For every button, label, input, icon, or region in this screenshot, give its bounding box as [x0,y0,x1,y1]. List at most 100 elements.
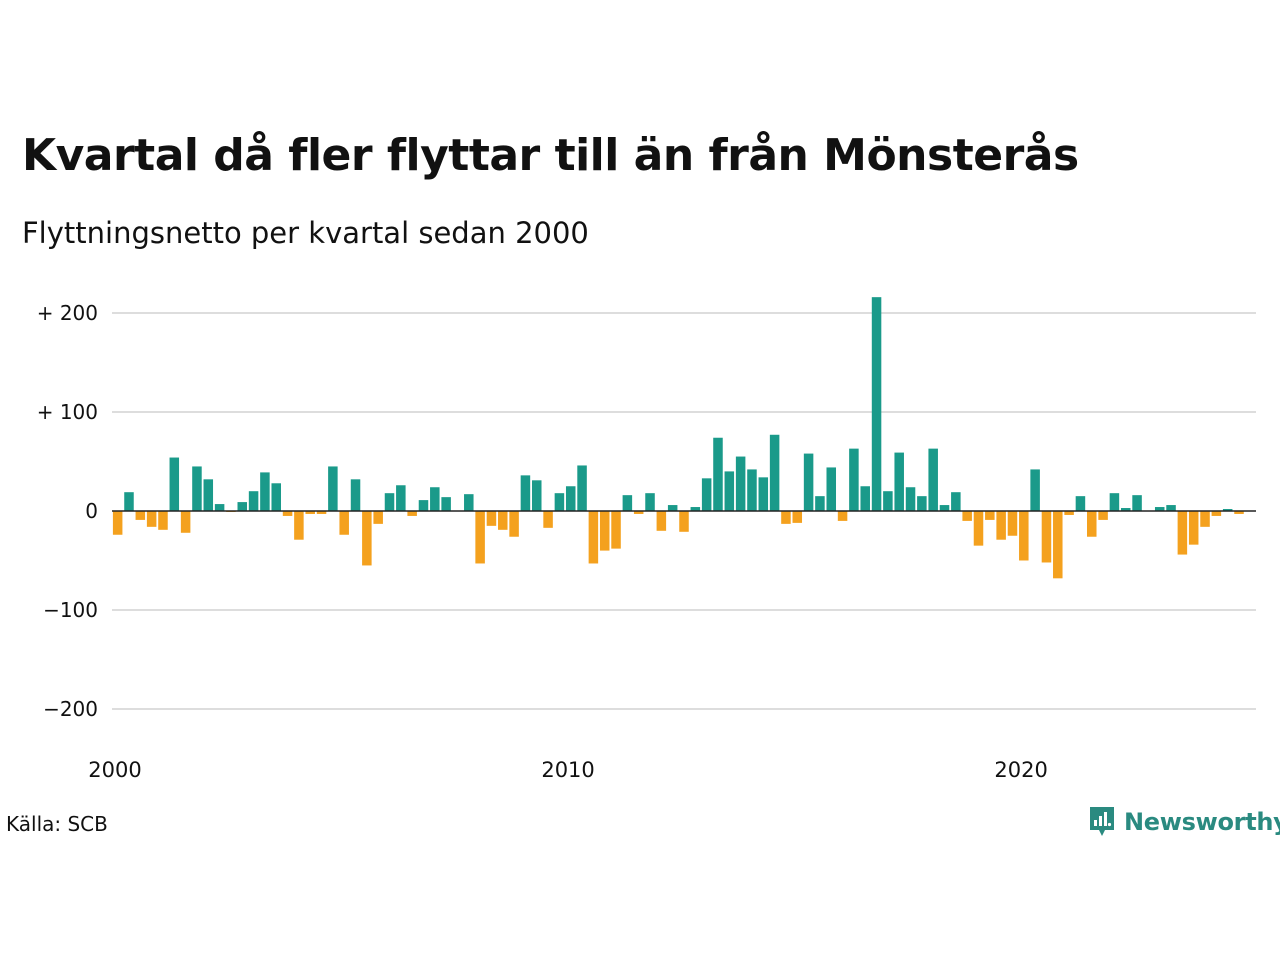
y-tick-label: −100 [43,598,98,622]
x-tick-label: 2000 [88,758,141,782]
bar [792,511,803,523]
bar [384,493,395,511]
bar [271,483,281,511]
bar [1075,496,1086,511]
bar [599,511,610,551]
bar [362,511,372,566]
bar [735,456,746,511]
bar [1064,511,1074,515]
bar [724,471,735,511]
bar [860,486,870,511]
chart-subtitle: Flyttningsnetto per kvartal sedan 2000 [22,216,589,250]
bar [282,511,293,516]
bar [1188,511,1199,545]
bar [316,511,327,514]
newsworthy-logo-icon [1090,807,1114,836]
x-tick-label: 2020 [994,758,1047,782]
bar [498,511,508,530]
bar [633,511,644,514]
bar-chart: + 200 + 100 0 −100 −200 2000 2010 2020 [37,297,1256,782]
bar [1177,511,1188,555]
y-tick-label: + 100 [37,400,98,424]
bar [1109,493,1120,511]
bar [588,511,599,564]
source-note: Källa: SCB [6,812,108,836]
bar [486,511,497,526]
bar [509,511,519,537]
bar [248,491,259,511]
bar [112,511,123,535]
bar [1132,495,1142,511]
bar [543,511,553,528]
bar [135,511,146,520]
bar [951,492,961,511]
chart-title: Kvartal då fler flyttar till än från Mön… [22,130,1079,181]
bar [146,511,157,527]
brand-logo[interactable]: Newsworthy [1088,804,1280,840]
bar [577,465,587,511]
bar [1120,508,1131,511]
bar [962,511,972,521]
bar [611,511,621,549]
bar [837,511,848,521]
bar [203,479,214,511]
bar [826,467,837,511]
bar [1087,511,1097,537]
bar [169,457,180,511]
bar [656,511,667,531]
bar [158,511,168,530]
bar [713,437,723,511]
bar [1053,511,1063,579]
bar [180,511,191,533]
bar [1200,511,1210,527]
bar [883,491,893,511]
bar [1154,507,1165,511]
bar [350,479,361,511]
bar [690,507,701,511]
bar [815,496,825,511]
grid-lines [112,312,1256,710]
x-axis-ticks: 2000 2010 2020 [88,758,1048,782]
bar [1234,511,1244,514]
brand-name: Newsworthy [1124,808,1280,836]
bar [1098,511,1108,520]
bar [894,452,904,511]
bar [294,511,304,540]
bar [939,505,950,511]
bar [667,505,678,511]
bar [679,511,689,532]
bar [339,511,349,535]
bar [1211,511,1222,516]
bar [917,496,927,511]
bar [396,485,406,511]
y-axis-ticks: + 200 + 100 0 −100 −200 [37,301,98,721]
bar [192,466,202,511]
x-tick-label: 2010 [541,758,594,782]
bar [407,511,417,516]
bar [305,511,315,514]
bar [554,493,565,511]
bar [565,486,576,511]
bar [418,500,429,511]
y-tick-label: 0 [85,499,98,523]
bar [1030,469,1040,511]
bar [985,511,995,520]
bar [871,297,882,511]
bar [622,495,633,511]
bar [701,478,712,511]
bar [1041,511,1052,563]
bar [1007,511,1018,536]
bar [260,472,270,511]
bar [124,492,134,511]
bars [112,297,1244,579]
bar [475,511,485,564]
bar [520,475,531,511]
bar [214,504,225,511]
bar [973,511,984,546]
bar [373,511,383,524]
bar [328,466,338,511]
bar [1166,505,1176,511]
y-tick-label: −200 [43,697,98,721]
y-tick-label: + 200 [37,301,98,325]
bar [769,434,780,511]
